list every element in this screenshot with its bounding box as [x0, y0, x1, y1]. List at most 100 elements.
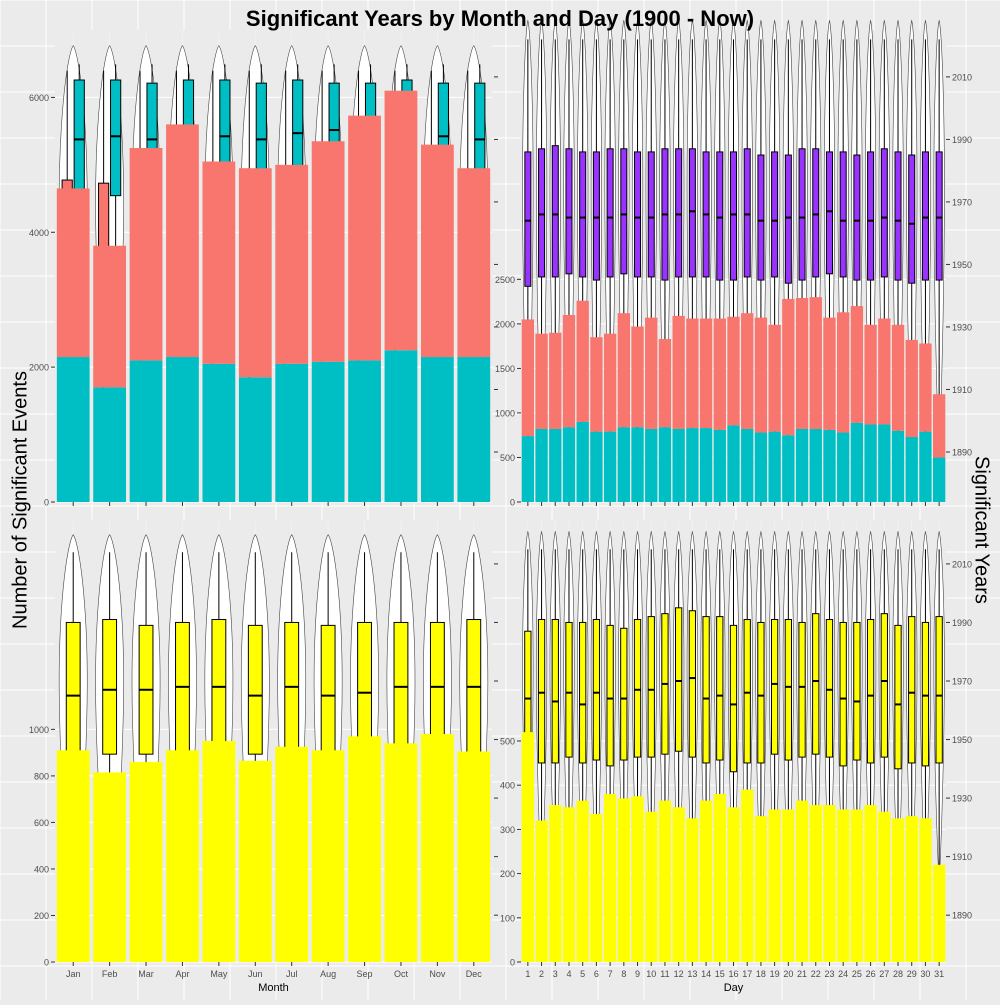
boxplot-box	[634, 151, 642, 278]
boxplot-box	[894, 151, 902, 281]
bar	[878, 318, 891, 425]
bar	[713, 794, 726, 962]
x-tick-label: 9	[635, 969, 640, 979]
right-y-tick-label: 1890	[952, 447, 972, 457]
bar	[919, 343, 932, 432]
boxplot-box	[647, 616, 655, 758]
bar	[754, 317, 768, 433]
boxplot-box	[784, 619, 792, 761]
bar	[754, 816, 768, 962]
x-tick-label: Nov	[429, 969, 446, 979]
boxplot-box	[935, 616, 943, 764]
bar	[129, 148, 163, 361]
bar	[631, 326, 644, 428]
x-tick-label: 12	[674, 969, 684, 979]
bar	[658, 339, 672, 428]
bar	[878, 424, 891, 502]
boxplot-box	[551, 619, 559, 764]
boxplot-box	[757, 621, 765, 764]
x-tick-label: 19	[770, 969, 780, 979]
boxplot-box	[935, 151, 943, 281]
bar	[129, 360, 163, 502]
boxplot-box	[675, 148, 683, 278]
bar	[672, 807, 685, 962]
bar	[850, 306, 864, 423]
bar	[837, 312, 850, 433]
bar	[823, 429, 836, 502]
bar	[56, 188, 90, 358]
x-tick-label: 29	[907, 969, 917, 979]
panel-top-right: 0 500 1000 1500 2000 2500 1890 1910 1930 1950 1970…	[495, 19, 972, 508]
x-tick-label: Sep	[357, 969, 373, 979]
bar	[202, 363, 236, 502]
bar	[741, 428, 754, 502]
y-tick-label: 400	[34, 864, 49, 874]
right-y-tick-label: 1950	[952, 735, 972, 745]
bar	[129, 761, 163, 962]
bar	[754, 432, 768, 502]
boxplot-box	[853, 621, 861, 761]
y-tick-label: 4000	[29, 228, 49, 238]
boxplot-box	[592, 151, 600, 281]
bar	[384, 743, 418, 962]
boxplot-box	[798, 148, 806, 281]
panel-top-left: 0 2000 4000 6000	[29, 30, 498, 508]
bar	[699, 800, 713, 962]
x-tick-label: 25	[852, 969, 862, 979]
bar	[658, 800, 672, 962]
bar	[782, 809, 795, 962]
boxplot-box	[702, 616, 710, 764]
x-tick-label: 4	[566, 969, 571, 979]
y-tick-label: 0	[44, 958, 49, 968]
x-tick-label: 3	[553, 969, 558, 979]
bar	[535, 428, 548, 502]
boxplot-box	[688, 148, 696, 278]
boxplot-box	[211, 619, 227, 758]
bar	[932, 864, 946, 962]
boxplot-box	[812, 613, 820, 755]
x-tick-label: 22	[811, 969, 821, 979]
bar	[932, 457, 946, 502]
bar	[93, 245, 127, 388]
bar	[238, 377, 272, 502]
right-y-tick-label: 1990	[952, 135, 972, 145]
bar	[562, 314, 576, 428]
boxplot-box	[798, 621, 806, 758]
boxplot-box	[743, 148, 751, 278]
panel-bottom-right: 0100200300400500189019101930195019701990…	[500, 520, 972, 994]
bar	[590, 813, 603, 962]
bar	[603, 333, 617, 432]
boxplot-box	[908, 616, 916, 764]
boxplot-box	[320, 624, 336, 761]
boxplot-box	[592, 619, 601, 761]
right-y-tick-label: 1970	[952, 197, 972, 207]
bar	[384, 350, 418, 502]
boxplot-box	[524, 151, 532, 287]
bar	[686, 428, 699, 502]
bar	[562, 427, 576, 502]
bar	[457, 751, 491, 962]
boxplot-box	[647, 151, 655, 278]
bar	[699, 428, 713, 502]
panel-background	[55, 30, 492, 502]
boxplot-box	[825, 151, 833, 275]
bar	[905, 339, 918, 437]
bar	[202, 161, 236, 364]
bar	[878, 811, 891, 962]
x-tick-label: 21	[797, 969, 807, 979]
y-tick-label: 200	[500, 869, 515, 879]
x-tick-label: 30	[920, 969, 930, 979]
y-tick-label: 0	[510, 498, 515, 508]
bar	[919, 431, 932, 502]
bar	[727, 807, 740, 962]
bar	[645, 317, 658, 429]
bar	[809, 805, 822, 962]
boxplot-box	[867, 151, 875, 281]
right-y-tick-label: 1890	[952, 911, 972, 921]
bar	[275, 164, 309, 364]
bar	[864, 805, 877, 962]
bar	[576, 421, 589, 502]
bar	[809, 428, 822, 502]
right-y-tick-label: 1970	[952, 676, 972, 686]
